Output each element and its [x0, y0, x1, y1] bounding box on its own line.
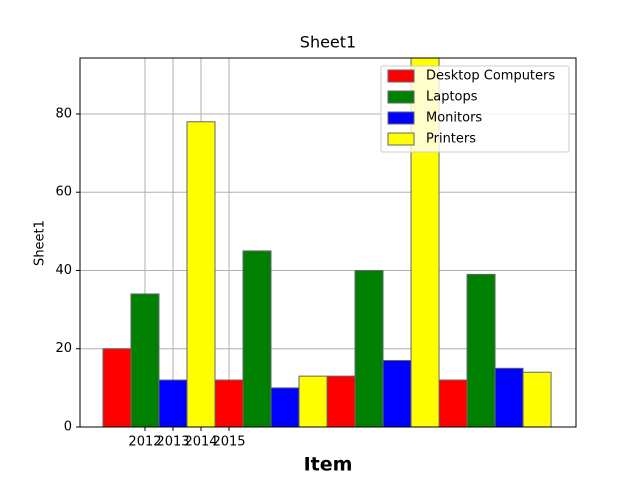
- legend-label: Laptops: [426, 90, 478, 105]
- legend-label: Printers: [426, 132, 476, 147]
- bar: [354, 269, 384, 427]
- x-tick-label: 2015: [212, 435, 245, 450]
- y-tick-label: 40: [55, 263, 72, 278]
- legend-label: Desktop Computers: [426, 69, 555, 84]
- bar: [382, 359, 412, 427]
- legend-label: Monitors: [426, 111, 482, 126]
- bar: [326, 375, 356, 427]
- chart-title: Sheet1: [300, 33, 356, 52]
- legend-swatch: [387, 90, 415, 104]
- x-axis-label: Item: [304, 454, 353, 476]
- bar: [102, 348, 132, 427]
- bar: [438, 379, 468, 427]
- bar: [242, 250, 272, 427]
- x-tick-label: 2014: [184, 435, 217, 450]
- bar: [522, 371, 552, 427]
- bar: [270, 387, 300, 427]
- y-axis-label: Sheet1: [33, 220, 48, 266]
- legend-swatch: [387, 132, 415, 146]
- bar: [186, 121, 216, 427]
- legend-swatch: [387, 111, 415, 125]
- legend: Desktop Computers Laptops Monitors Printers: [380, 65, 570, 153]
- bar: [214, 379, 244, 427]
- bar: [130, 293, 160, 427]
- legend-box: [380, 65, 570, 153]
- y-tick-label: 60: [55, 185, 72, 200]
- bar: [298, 375, 328, 427]
- y-tick-label: 20: [55, 341, 72, 356]
- legend-swatch: [387, 69, 415, 83]
- x-tick-label: 2013: [156, 435, 189, 450]
- bars: [102, 58, 552, 427]
- bar: [158, 379, 188, 427]
- bar: [466, 273, 496, 427]
- x-tick-label: 2012: [128, 435, 161, 450]
- y-tick-label: 0: [64, 420, 72, 435]
- y-tick-label: 80: [55, 106, 72, 121]
- bar: [494, 367, 524, 427]
- plot-frame: [79, 57, 577, 428]
